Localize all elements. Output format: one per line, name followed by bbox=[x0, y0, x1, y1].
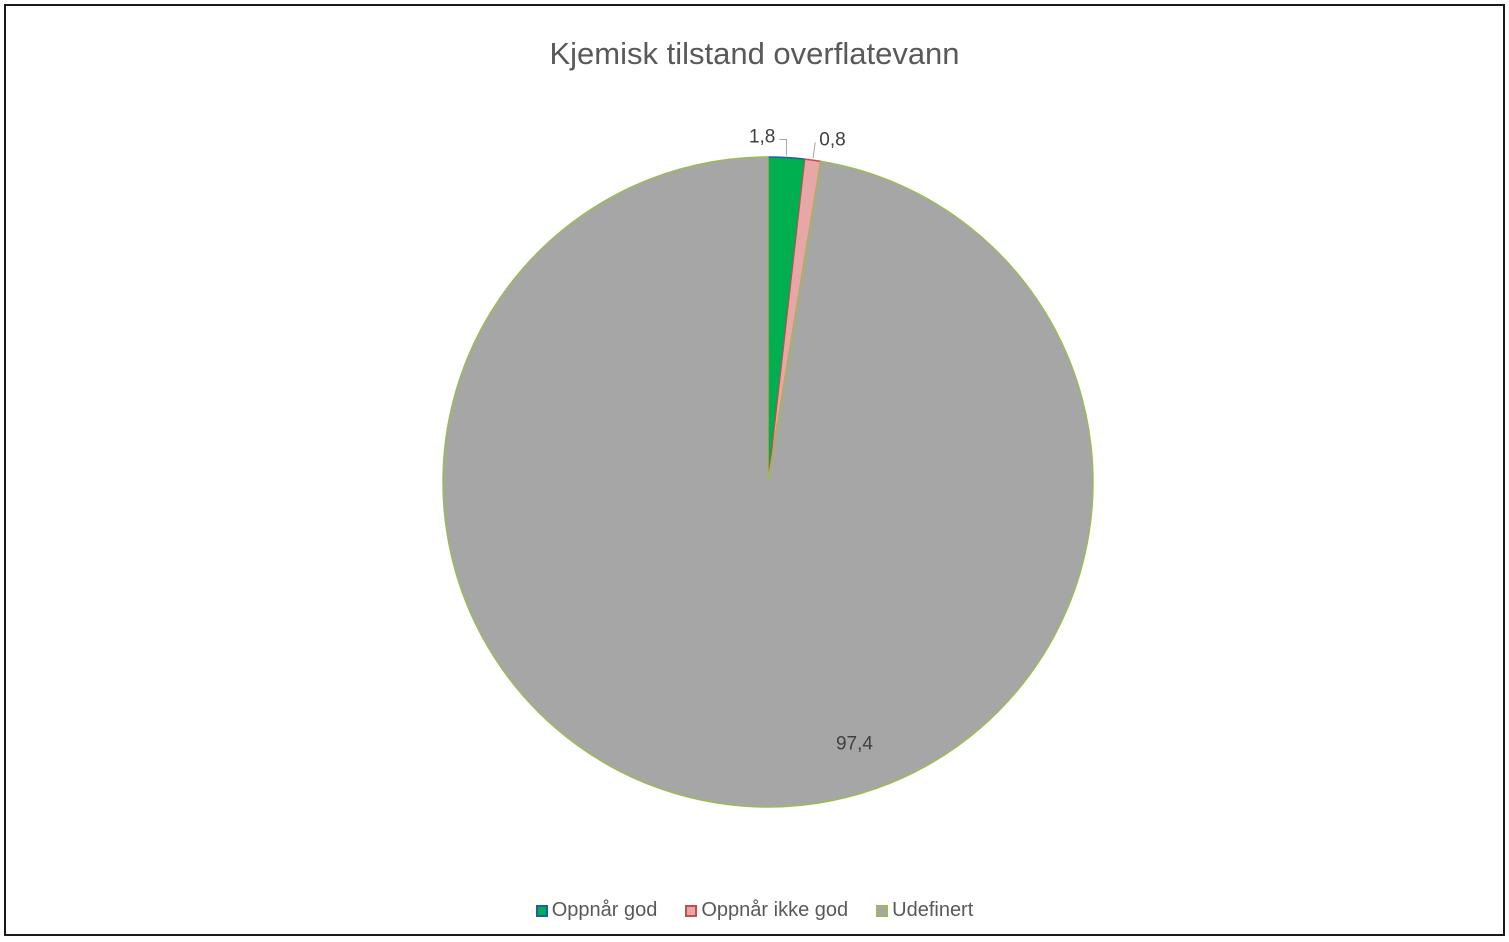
legend-label-oppnar-god: Oppnår god bbox=[551, 899, 658, 921]
legend-item-oppnar-god: Oppnår god bbox=[535, 899, 658, 922]
pie-chart: 1,8 0,8 97,4 bbox=[442, 127, 1094, 808]
data-label-udefinert: 97,4 bbox=[836, 733, 873, 754]
leader-line-oppnar-ikke-god bbox=[812, 142, 816, 159]
leader-line-oppnar-god bbox=[779, 139, 787, 156]
legend-swatch-oppnar-ikke-god bbox=[685, 904, 698, 917]
pie-slice-udefinert bbox=[442, 156, 1094, 808]
legend-item-oppnar-ikke-god: Oppnår ikke god bbox=[685, 899, 848, 922]
legend-swatch-udefinert bbox=[876, 904, 889, 917]
legend: Oppnår god Oppnår ikke god Udefinert bbox=[6, 899, 1503, 922]
data-label-oppnar-god: 1,8 bbox=[749, 127, 775, 148]
data-label-oppnar-ikke-god: 0,8 bbox=[819, 129, 845, 150]
legend-item-udefinert: Udefinert bbox=[876, 899, 973, 922]
chart-title: Kjemisk tilstand overflatevann bbox=[549, 36, 960, 71]
legend-swatch-oppnar-god bbox=[535, 904, 548, 917]
chart-frame: Kjemisk tilstand overflatevann 1,8 0,8 97,… bbox=[4, 4, 1505, 936]
legend-label-udefinert: Udefinert bbox=[892, 899, 974, 921]
legend-label-oppnar-ikke-god: Oppnår ikke god bbox=[701, 899, 849, 921]
